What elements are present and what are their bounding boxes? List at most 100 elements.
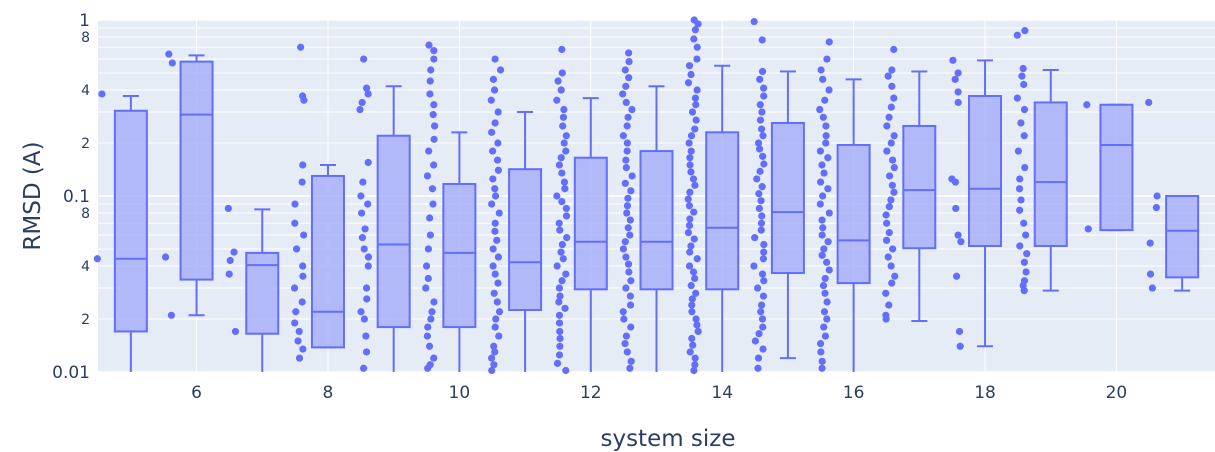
outlier-point (626, 364, 634, 372)
outlier-point (686, 348, 694, 356)
outlier-point (427, 66, 435, 74)
outlier-point (493, 236, 501, 244)
outlier-point (560, 178, 569, 186)
outlier-point (429, 111, 437, 119)
outlier-point (756, 116, 765, 124)
outlier-point (885, 203, 893, 211)
outlier-point (559, 122, 567, 130)
outlier-point (882, 289, 890, 297)
outlier-point (686, 154, 694, 162)
outlier-point (555, 161, 563, 169)
outlier-point (750, 262, 758, 270)
outlier-point (1146, 239, 1154, 247)
outlier-point (553, 192, 561, 200)
outlier-point (628, 105, 636, 114)
outlier-point (1016, 175, 1024, 183)
y-axis-title: RMSD (A) (20, 141, 46, 250)
outlier-point (292, 308, 300, 316)
outlier-point (690, 208, 698, 216)
outlier-point (426, 214, 434, 222)
outlier-point (822, 122, 830, 130)
outlier-point (423, 332, 431, 340)
outlier-point (358, 98, 366, 107)
outlier-point (821, 289, 829, 297)
outlier-point (619, 132, 627, 140)
outlier-point (954, 88, 962, 96)
outlier-point (955, 327, 964, 336)
outlier-point (493, 156, 502, 164)
outlier-point (949, 56, 957, 64)
outlier-point (424, 274, 432, 283)
outlier-point (294, 337, 302, 345)
outlier-point (622, 156, 630, 164)
outlier-point (688, 301, 696, 309)
outlier-point (882, 236, 891, 244)
outlier-point (1153, 192, 1161, 200)
outlier-point (1014, 147, 1023, 155)
box-body (179, 60, 214, 281)
outlier-point (1013, 31, 1021, 39)
outlier-point (424, 245, 433, 253)
outlier-point (626, 231, 634, 239)
outlier-point (622, 82, 630, 90)
outlier-point (1020, 219, 1028, 227)
outlier-point (623, 147, 631, 155)
outlier-point (490, 342, 498, 350)
outlier-point (690, 16, 698, 24)
outlier-point (167, 311, 175, 319)
outlier-point (1017, 119, 1025, 127)
outlier-point (562, 204, 570, 213)
box-body (245, 251, 280, 335)
box-body (113, 109, 148, 333)
outlier-point (297, 43, 305, 51)
box-body (968, 94, 1003, 247)
outlier-point (759, 152, 767, 160)
outlier-point (951, 75, 959, 83)
outlier-point (620, 315, 628, 323)
outlier-point (754, 364, 762, 372)
outlier-point (751, 337, 759, 345)
outlier-point (889, 245, 897, 253)
outlier-point (562, 132, 570, 140)
outlier-point (168, 59, 176, 67)
outlier-point (759, 132, 767, 140)
outlier-point (619, 90, 627, 98)
x-tick-label: 18 (974, 383, 996, 403)
outlier-point (623, 122, 631, 130)
outlier-point (627, 357, 635, 365)
outlier-point (688, 308, 696, 316)
box-group (487, 55, 543, 375)
outlier-point (298, 178, 306, 186)
outlier-point (363, 295, 371, 303)
outlier-point (693, 255, 701, 263)
outlier-point (295, 354, 304, 362)
outlier-point (758, 183, 766, 191)
outlier-point (490, 361, 498, 369)
outlier-point (430, 298, 438, 306)
outlier-point (1013, 94, 1021, 102)
box-group (290, 43, 345, 362)
y-tick-label: 4 (81, 83, 90, 99)
outlier-point (423, 172, 432, 180)
outlier-point (556, 327, 564, 336)
outlier-point (754, 354, 763, 362)
outlier-point (888, 181, 896, 189)
outlier-point (490, 86, 499, 94)
outlier-point (359, 178, 367, 186)
outlier-point (290, 284, 299, 292)
outlier-point (818, 357, 826, 365)
box-body (1033, 101, 1068, 247)
outlier-point (555, 284, 564, 292)
outlier-point (818, 161, 826, 169)
outlier-point (820, 323, 828, 331)
outlier-point (362, 84, 371, 92)
outlier-point (890, 94, 898, 102)
box-body (442, 182, 477, 329)
outlier-point (362, 284, 371, 292)
outlier-point (824, 238, 832, 246)
outlier-point (429, 200, 437, 208)
outlier-point (558, 45, 566, 54)
outlier-point (688, 108, 697, 116)
outlier-point (491, 227, 499, 235)
